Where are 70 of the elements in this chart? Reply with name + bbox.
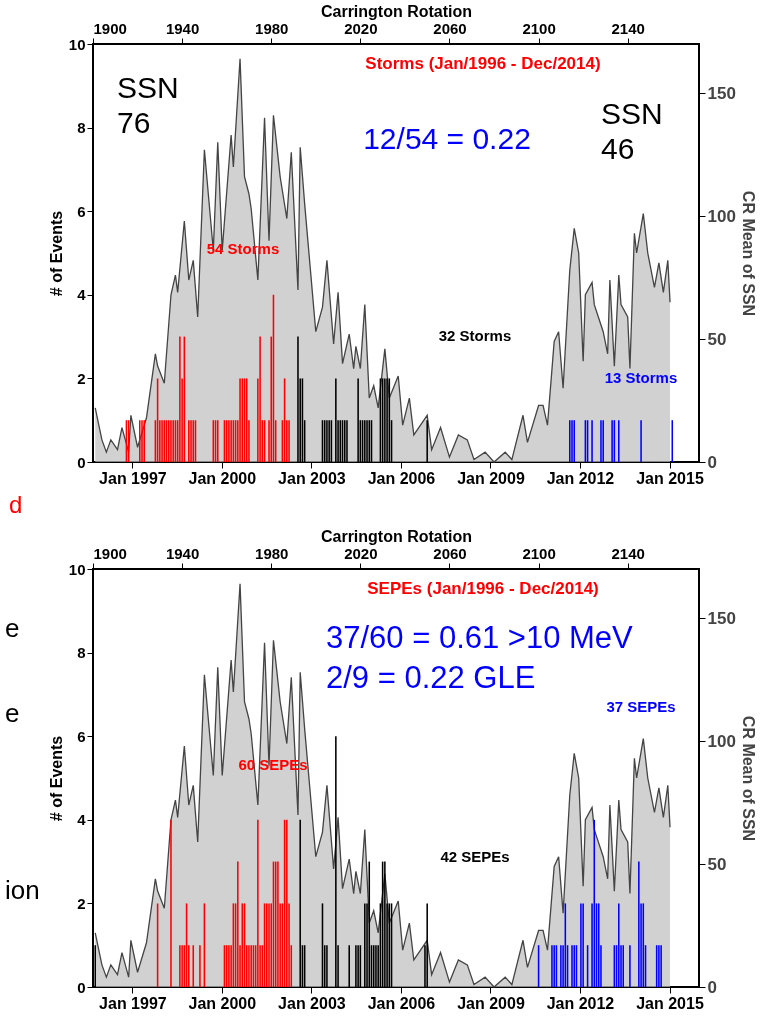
y-axis-title: # of Events <box>47 210 65 297</box>
y-tick-label: 0 <box>77 978 86 996</box>
text: 32 Storms <box>438 327 512 344</box>
y-tick-label: 6 <box>77 727 86 745</box>
text: d <box>9 491 23 518</box>
x-axis-title: Carrington Rotation <box>320 2 473 20</box>
y-tick-label: 4 <box>77 811 87 829</box>
x2-tick-label: Jan 2009 <box>457 469 525 487</box>
y2-tick-label: 100 <box>707 206 736 226</box>
y2-tick-label: 150 <box>707 83 736 103</box>
annotation: 12/54 = 0.22 <box>363 122 531 155</box>
y-tick-label: 0 <box>77 453 86 471</box>
text: 37 SEPEs <box>606 698 676 715</box>
text: 13 Storms <box>604 369 678 386</box>
x2-tick-label: Jan 1997 <box>99 994 167 1012</box>
x-tick-label: 2020 <box>344 544 378 562</box>
y-tick-label: 6 <box>77 202 86 220</box>
x2-tick-label: Jan 2015 <box>636 469 704 487</box>
x2-tick-label: Jan 2012 <box>546 469 615 487</box>
y2-tick-label: 0 <box>707 977 717 997</box>
x2-tick-label: Jan 2003 <box>278 994 346 1012</box>
x-axis-title: Carrington Rotation <box>320 527 473 545</box>
y-tick-label: 8 <box>77 119 86 137</box>
text: SEPEs (Jan/1996 - Dec/2014) <box>367 579 599 598</box>
y2-axis-title: CR Mean of SSN <box>739 190 757 317</box>
x2-tick-label: Jan 2015 <box>636 994 704 1012</box>
x-tick-label: 2100 <box>522 19 556 37</box>
text: Storms (Jan/1996 - Dec/2014) <box>365 54 601 73</box>
y-tick-label: 2 <box>77 369 86 387</box>
y-tick-label: 10 <box>68 560 86 578</box>
annotation: 2/9 = 0.22 GLE <box>326 660 536 695</box>
y2-tick-label: 150 <box>707 608 736 628</box>
x2-tick-label: Jan 2000 <box>188 469 257 487</box>
y-tick-label: 4 <box>77 286 87 304</box>
x2-tick-label: Jan 2009 <box>457 994 525 1012</box>
y2-tick-label: 100 <box>707 731 736 751</box>
y-tick-label: 10 <box>68 35 86 53</box>
text: 42 SEPEs <box>440 848 510 865</box>
y2-tick-label: 50 <box>707 329 727 349</box>
x-tick-label: 1940 <box>165 19 200 37</box>
y-axis-title: # of Events <box>47 735 65 822</box>
x-tick-label: 1900 <box>93 19 127 37</box>
x-tick-label: 2060 <box>433 19 467 37</box>
x-tick-label: 2100 <box>522 544 556 562</box>
x-tick-label: 1980 <box>255 544 289 562</box>
text: e <box>5 698 20 728</box>
text: 54 Storms <box>206 240 280 257</box>
x2-tick-label: Jan 2003 <box>278 469 346 487</box>
y2-tick-label: 50 <box>707 854 727 874</box>
text: e <box>5 613 20 643</box>
x-tick-label: 1900 <box>93 544 127 562</box>
annotation: SSN 46 <box>601 97 663 165</box>
x2-tick-label: Jan 2012 <box>546 994 615 1012</box>
y-tick-label: 2 <box>77 894 86 912</box>
y-tick-label: 8 <box>77 644 86 662</box>
x-tick-label: 2140 <box>611 19 645 37</box>
annotation: SSN 76 <box>117 71 179 139</box>
x-tick-label: 1940 <box>165 544 200 562</box>
x-tick-label: 2020 <box>344 19 378 37</box>
x2-tick-label: Jan 2000 <box>188 994 257 1012</box>
y2-axis-title: CR Mean of SSN <box>739 715 757 842</box>
y2-tick-label: 0 <box>707 452 717 472</box>
x2-tick-label: Jan 2006 <box>367 469 436 487</box>
annotation: 37/60 = 0.61 >10 MeV <box>326 620 634 655</box>
x2-tick-label: Jan 1997 <box>99 469 167 487</box>
x2-tick-label: Jan 2006 <box>367 994 436 1012</box>
x-tick-label: 1980 <box>255 19 289 37</box>
x-tick-label: 2140 <box>611 544 645 562</box>
text: ion <box>5 875 40 905</box>
x-tick-label: 2060 <box>433 544 467 562</box>
